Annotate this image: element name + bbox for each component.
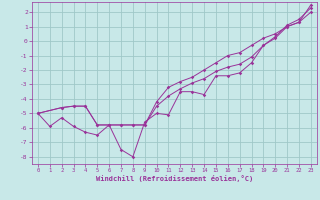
X-axis label: Windchill (Refroidissement éolien,°C): Windchill (Refroidissement éolien,°C) bbox=[96, 175, 253, 182]
